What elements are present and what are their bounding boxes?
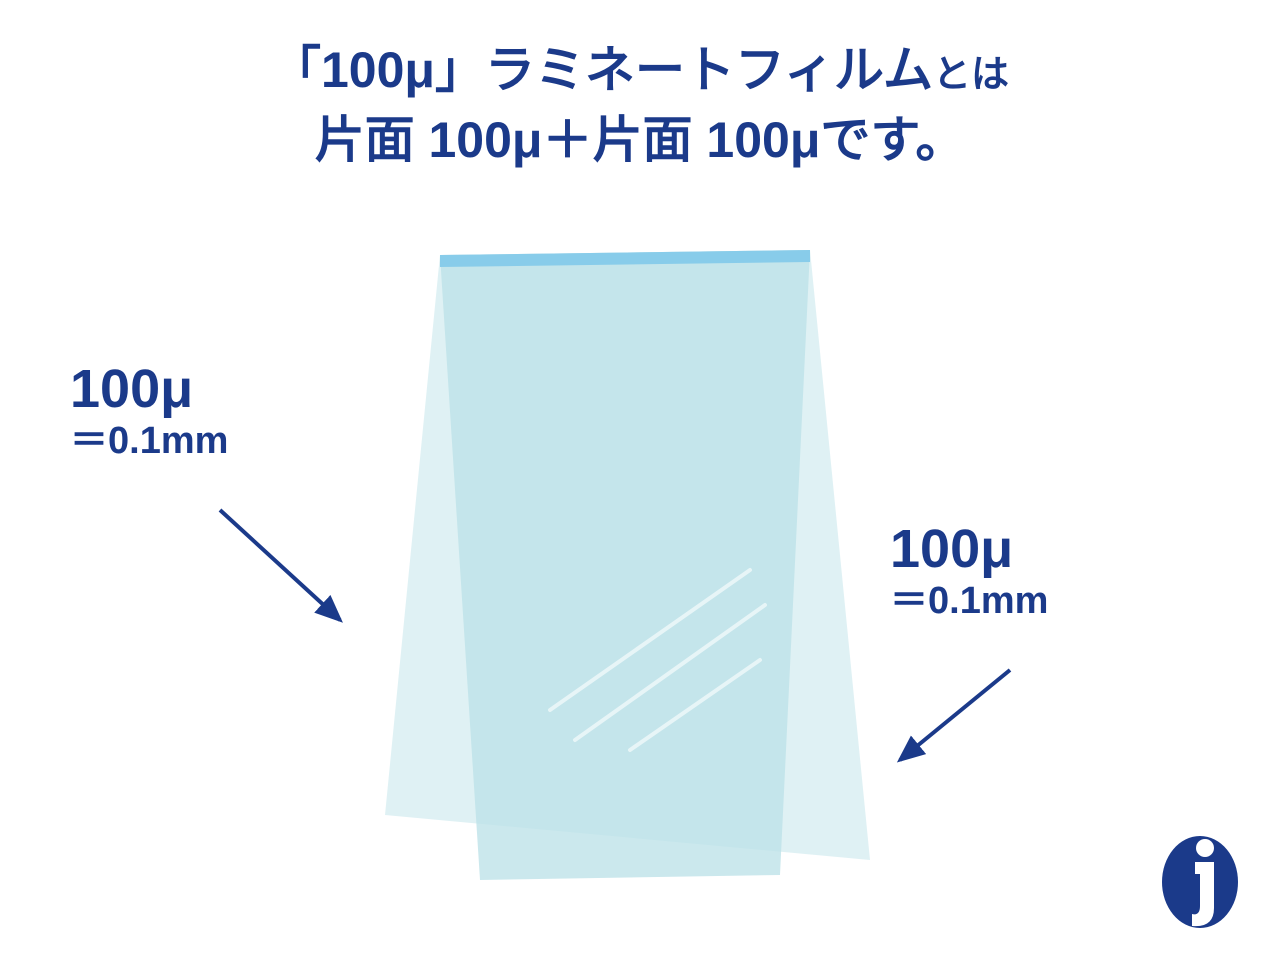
right-arrow	[0, 0, 1280, 960]
brand-logo-icon	[1160, 830, 1240, 935]
